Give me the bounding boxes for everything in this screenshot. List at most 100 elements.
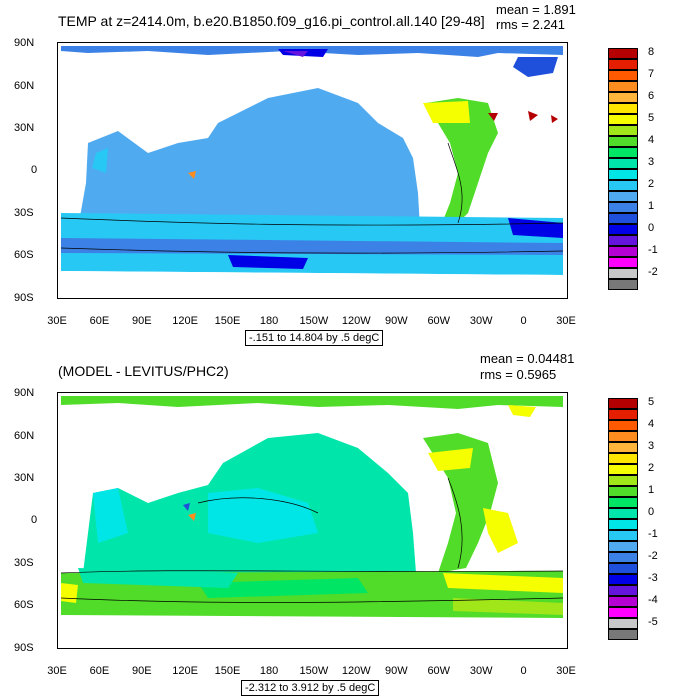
panel-1-colorbar-swatch [608, 224, 638, 235]
panel-2-lon-label: 0 [520, 665, 527, 677]
panel-1-colorbar-swatch [608, 103, 638, 114]
panel-2-colorbar-swatch [608, 431, 638, 442]
panel-1-colorbar-swatch [608, 59, 638, 70]
panel-2-map-area [57, 392, 568, 649]
panel-1-colorbar-swatch [608, 257, 638, 268]
panel-1-lon-label: 150W [299, 315, 329, 327]
panel-2-lat-label: 30S [14, 557, 34, 569]
panel-2-colorbar-swatch [608, 486, 638, 497]
panel-1-colorbar-swatch [608, 279, 638, 290]
panel-2-colorbar-swatch [608, 574, 638, 585]
panel-1-lon-label: 180 [259, 315, 279, 327]
panel-2-lon-label: 30W [469, 665, 493, 677]
panel-1-colorbar-label: 2 [648, 178, 655, 190]
panel-1-colorbar-swatch [608, 213, 638, 224]
panel-2-lon-label: 60W [427, 665, 451, 677]
panel-1-lat-label: 90S [14, 292, 34, 304]
panel-2-lon-label: 180 [259, 665, 279, 677]
panel-2-colorbar-label: 3 [648, 440, 655, 452]
panel-2-lon-label: 90E [132, 665, 152, 677]
panel-1-mean: mean = 1.891 [496, 2, 576, 17]
panel-1-colorbar-swatch [608, 125, 638, 136]
panel-1-colorbar-swatch [608, 48, 638, 59]
panel-1-lat-label: 90N [14, 37, 35, 49]
panel-1-lon-label: 30E [556, 315, 576, 327]
panel-2-lon-label: 60E [89, 665, 110, 677]
panel-1-title: TEMP at z=2414.0m, b.e20.B1850.f09_g16.p… [58, 13, 485, 29]
panel-1-colorbar-swatch [608, 136, 638, 147]
panel-1-lon-label: 90E [132, 315, 152, 327]
panel-2-lat-label: 0 [31, 514, 38, 526]
panel-2-colorbar-label: -1 [648, 528, 658, 540]
panel-2-colorbar-label: -3 [648, 572, 658, 584]
panel-2-colorbar-swatch [608, 464, 638, 475]
panel-1-rms: rms = 2.241 [496, 17, 566, 32]
panel-2-colorbar-swatch [608, 409, 638, 420]
panel-2-colorbar-swatch [608, 585, 638, 596]
panel-2-colorbar-swatch [608, 508, 638, 519]
panel-2-colorbar-swatch [608, 629, 638, 640]
panel-2-colorbar-swatch [608, 541, 638, 552]
panel-2-colorbar-label: -5 [648, 616, 658, 628]
panel-1-colorbar-swatch [608, 70, 638, 81]
panel-2-colorbar-label: 2 [648, 462, 655, 474]
panel-1-map-area [57, 42, 568, 299]
panel-1-colorbar-swatch [608, 246, 638, 257]
panel-1-lon-label: 120W [341, 315, 371, 327]
panel-1-lat-label: 0 [31, 164, 38, 176]
panel-2-lat-label: 60S [14, 599, 34, 611]
panel-1-colorbar-swatch [608, 202, 638, 213]
panel-2-field [60, 396, 564, 648]
panel-2-colorbar-swatch [608, 618, 638, 629]
panel-2-lon-label: 30E [47, 665, 67, 677]
panel-1-colorbar-swatch [608, 191, 638, 202]
panel-1-colorbar-swatch [608, 268, 638, 279]
panel-1-colorbar-label: 8 [648, 46, 655, 58]
panel-2-colorbar-swatch [608, 420, 638, 431]
panel-1-colorbar-swatch [608, 180, 638, 191]
panel-2-rms: rms = 0.5965 [480, 367, 557, 382]
panel-2-colorbar-swatch [608, 607, 638, 618]
panel-1-lat-label: 60S [14, 249, 34, 261]
panel-2-colorbar-swatch [608, 398, 638, 409]
panel-1-lon-label: 90W [385, 315, 408, 327]
panel-2-lat-label: 30N [14, 472, 35, 484]
panel-1-lon-label: 30W [469, 315, 493, 327]
panel-1-colorbar-swatch [608, 169, 638, 180]
panel-1-colorbar-swatch [608, 158, 638, 169]
panel-1-lat-label: 30S [14, 207, 34, 219]
panel-1-lon-label: 60W [427, 315, 451, 327]
panel-1-colorbar-swatch [608, 235, 638, 246]
panel-1-colorbar-label: -2 [648, 266, 658, 278]
panel-1-colorbar-swatch [608, 147, 638, 158]
panel-1-colorbar-label: 6 [648, 90, 655, 102]
panel-1-colorbar-swatch [608, 81, 638, 92]
panel-2-lon-label: 150W [299, 665, 329, 677]
panel-2-colorbar-swatch [608, 475, 638, 486]
panel-2-lat-label: 90N [14, 387, 35, 399]
panel-1-colorbar-swatch [608, 114, 638, 125]
panel-2-colorbar-swatch [608, 530, 638, 541]
panel-1-lat-label: 60N [14, 80, 35, 92]
panel-1-colorbar-label: 5 [648, 112, 655, 124]
panel-2-lat-label: 60N [14, 430, 35, 442]
panel-1-colorbar-label: 3 [648, 156, 655, 168]
panel-2-lat-label: 90S [14, 642, 34, 654]
panel-1-colorbar-label: 4 [648, 134, 655, 146]
panel-2-lon-label: 30E [556, 665, 576, 677]
panel-2-mean: mean = 0.04481 [480, 351, 575, 366]
panel-1-colorbar-label: -1 [648, 244, 658, 256]
panel-1-lon-label: 150E [214, 315, 241, 327]
panel-2-colorbar-swatch [608, 596, 638, 607]
panel-2-colorbar-swatch [608, 453, 638, 464]
panel-2-colorbar-swatch [608, 519, 638, 530]
panel-2-colorbar-swatch [608, 442, 638, 453]
panel-2-lon-label: 90W [385, 665, 408, 677]
panel-2-colorbar-swatch [608, 552, 638, 563]
panel-2-colorbar-label: 0 [648, 506, 655, 518]
panel-2-colorbar-swatch [608, 497, 638, 508]
panel-1-lon-label: 60E [89, 315, 110, 327]
panel-2-colorbar-label: 1 [648, 484, 655, 496]
panel-1-colorbar-swatch [608, 92, 638, 103]
panel-1-colorbar-label: 7 [648, 68, 655, 80]
